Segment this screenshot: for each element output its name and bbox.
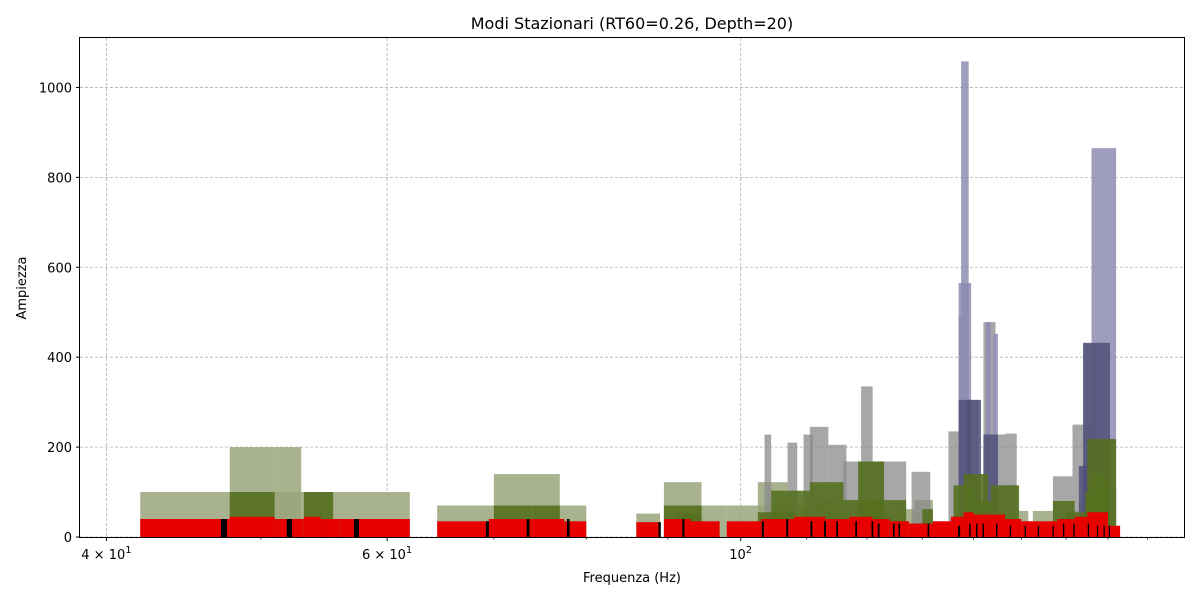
bar <box>1074 516 1088 537</box>
bar <box>229 516 275 537</box>
bar <box>690 521 720 537</box>
bar <box>1039 521 1058 537</box>
bar <box>566 519 570 537</box>
bar <box>564 521 587 537</box>
bar <box>922 509 933 537</box>
bar <box>976 523 978 537</box>
bar <box>1037 525 1040 537</box>
y-tick-label: 1000 <box>39 81 72 96</box>
chart-title: Modi Stazionari (RT60=0.26, Depth=20) <box>471 14 793 33</box>
bar <box>1052 525 1054 537</box>
bar <box>1057 519 1075 537</box>
bar <box>1108 525 1111 537</box>
bar <box>485 521 489 537</box>
bar <box>793 516 826 537</box>
bar <box>1108 525 1121 537</box>
bar <box>824 521 826 537</box>
bar <box>849 516 873 537</box>
bar <box>877 523 880 537</box>
x-tick-label: 6 × 101 <box>362 545 412 563</box>
y-tick-label: 400 <box>47 351 72 366</box>
bar <box>951 516 964 537</box>
bar <box>872 519 890 537</box>
bar <box>1087 512 1109 537</box>
bar <box>303 516 321 537</box>
bar <box>532 519 565 537</box>
bar <box>995 523 998 537</box>
bar <box>786 519 789 537</box>
bar <box>320 519 340 537</box>
bar <box>658 522 661 537</box>
bar <box>1021 521 1040 537</box>
bar <box>286 519 293 537</box>
bar <box>682 519 685 537</box>
bar <box>761 519 794 537</box>
bar <box>973 514 989 537</box>
bar <box>488 519 533 537</box>
bar <box>836 521 839 537</box>
bar <box>221 519 227 537</box>
bar <box>663 519 691 537</box>
x-axis-label: Frequenza (Hz) <box>583 571 681 586</box>
x-tick-label: 102 <box>729 545 752 563</box>
bar <box>526 519 530 537</box>
ticks: 0 200 400 600 800 1000 4 × 101 6 × 101 102 <box>39 81 1148 563</box>
bar-series-black <box>221 519 1111 537</box>
bar <box>871 521 874 537</box>
y-axis-label: Ampiezza <box>15 256 30 319</box>
bar <box>810 521 813 537</box>
bar <box>437 521 489 537</box>
bar <box>726 521 762 537</box>
bar <box>803 434 813 537</box>
bar <box>140 519 230 537</box>
y-tick-label: 0 <box>64 531 72 546</box>
bar <box>1073 523 1075 537</box>
bar <box>908 523 933 537</box>
bar <box>969 523 971 537</box>
y-tick-label: 800 <box>47 171 72 186</box>
y-tick-label: 600 <box>47 261 72 276</box>
bar <box>927 523 930 537</box>
bar <box>985 322 991 537</box>
bar <box>1096 525 1099 537</box>
bar <box>1103 525 1105 537</box>
bar <box>761 521 764 537</box>
bar <box>898 523 901 537</box>
bar <box>1063 523 1065 537</box>
bar <box>1005 519 1022 537</box>
bar <box>892 523 895 537</box>
bar <box>958 525 961 537</box>
bar <box>982 523 984 537</box>
bar <box>1009 525 1012 537</box>
bar <box>963 512 974 537</box>
bar <box>932 521 952 537</box>
bar <box>354 519 359 537</box>
bar <box>855 521 858 537</box>
bar <box>787 442 798 537</box>
bar <box>1087 523 1090 537</box>
bar <box>1024 525 1026 537</box>
bar <box>764 434 772 537</box>
y-tick-label: 200 <box>47 441 72 456</box>
bar <box>339 519 410 537</box>
plot-frame <box>79 37 1185 538</box>
x-tick-label: 4 × 101 <box>81 545 131 563</box>
bar <box>636 522 661 537</box>
bars <box>140 61 1121 537</box>
